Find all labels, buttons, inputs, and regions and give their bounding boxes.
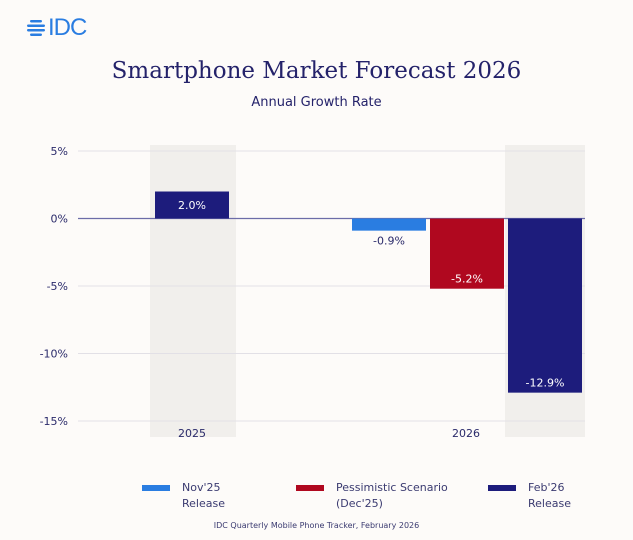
y-tick-label: -15% (40, 415, 68, 428)
legend-item-nov25: Nov'25 Release (142, 480, 225, 512)
chart-title: Smartphone Market Forecast 2026 (111, 58, 522, 84)
idc-logo: IDC (26, 14, 87, 42)
y-tick-label: 5% (51, 145, 68, 158)
logo-text: IDC (48, 14, 87, 41)
globe-icon (27, 20, 45, 36)
data-label: -5.2% (451, 273, 483, 286)
source-note: IDC Quarterly Mobile Phone Tracker, Febr… (213, 521, 420, 530)
y-tick-label: -10% (40, 348, 68, 361)
bar (508, 218, 582, 393)
chart-subtitle: Annual Growth Rate (251, 95, 382, 110)
legend-item-pessimistic: Pessimistic Scenario (Dec'25) (296, 480, 448, 512)
legend-label: Feb'26 (528, 481, 565, 494)
data-label: 2.0% (178, 199, 206, 212)
bar (352, 218, 426, 231)
legend-label: Release (182, 497, 225, 510)
y-tick-label: -5% (47, 280, 68, 293)
legend-label: Nov'25 (182, 481, 221, 494)
x-tick-label: 2026 (452, 427, 480, 440)
bar-chart: 5% 0% -5% -10% -15% -0.9% -5.2% 2.0% -12.9% 2025 2… (40, 145, 585, 440)
bar (430, 218, 504, 289)
legend-swatch (296, 485, 324, 491)
data-label: -12.9% (526, 377, 565, 390)
legend-item-feb26: Feb'26 Release (488, 480, 571, 512)
legend-label: Release (528, 497, 571, 510)
legend-label: (Dec'25) (336, 497, 383, 510)
legend-swatch (142, 485, 170, 491)
data-label: -0.9% (373, 235, 405, 248)
y-tick-label: 0% (51, 213, 68, 226)
legend-swatch (488, 485, 516, 491)
highlight-band-2025 (150, 145, 236, 437)
x-tick-label: 2025 (178, 427, 206, 440)
bar (155, 191, 229, 219)
legend-label: Pessimistic Scenario (336, 481, 448, 494)
